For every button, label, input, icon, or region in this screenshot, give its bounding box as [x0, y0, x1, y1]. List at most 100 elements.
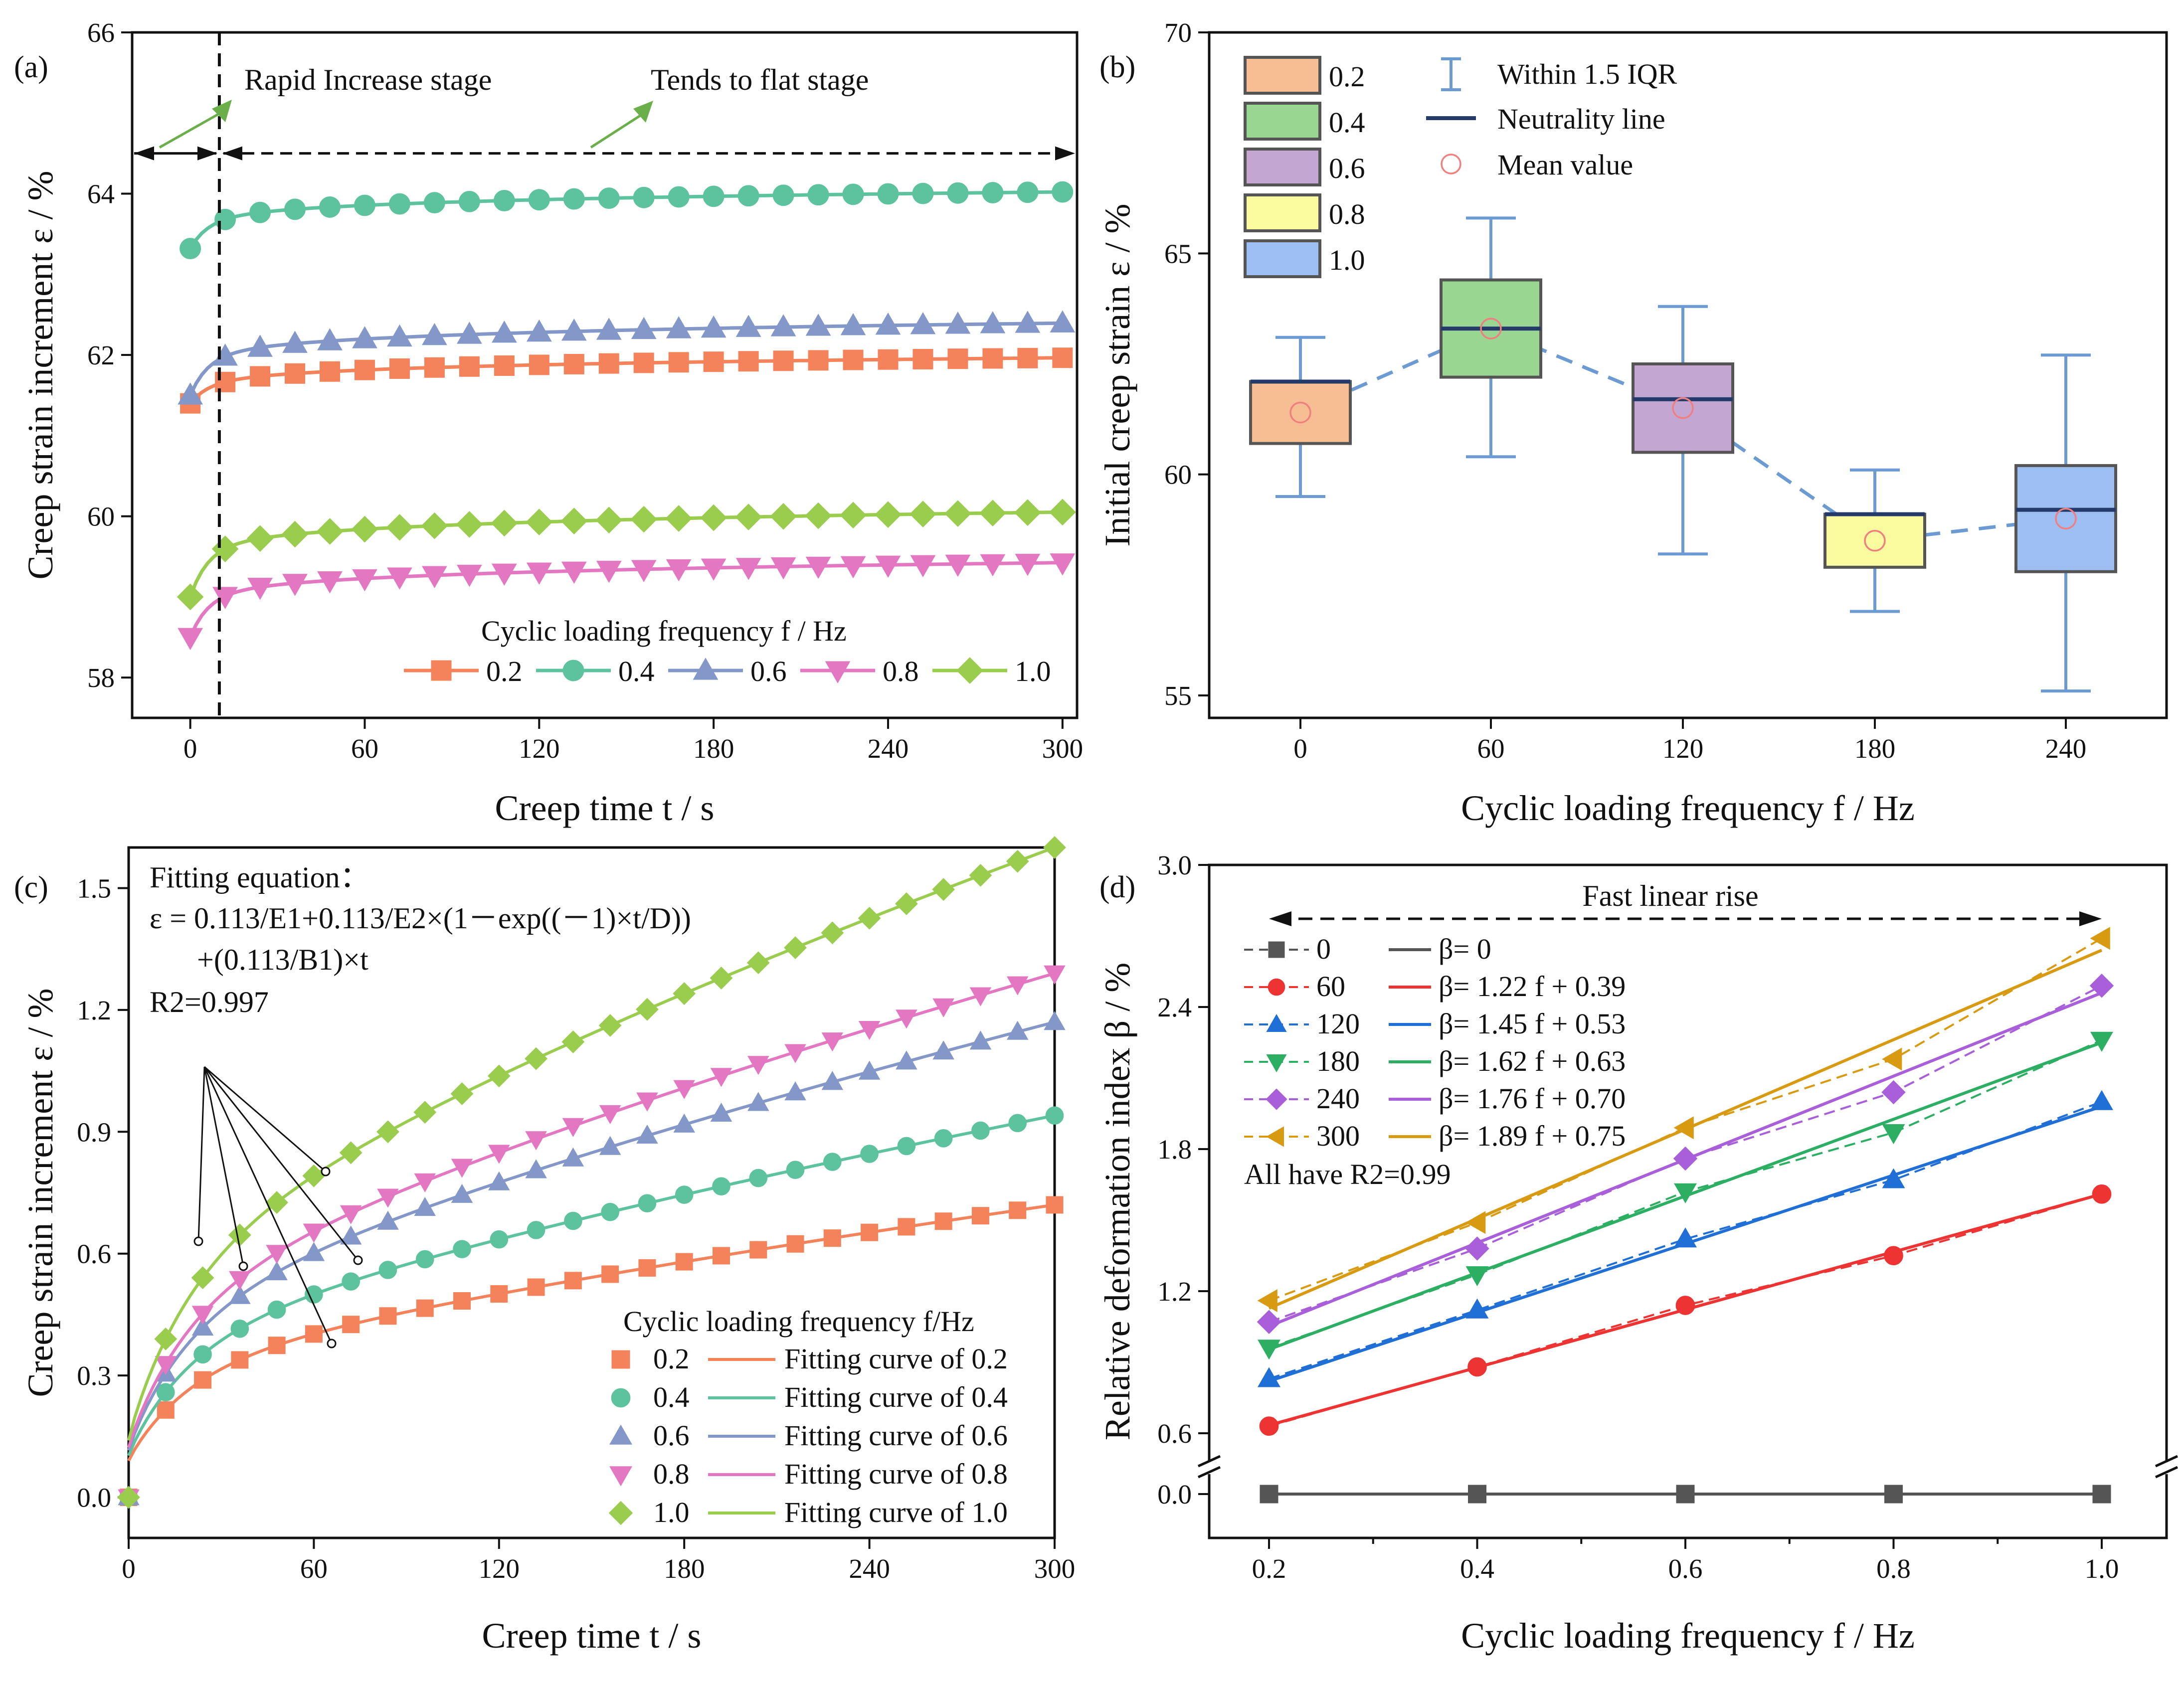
- data-point-0.8: [247, 578, 273, 600]
- panel-label-a: (a): [14, 50, 48, 84]
- data-point-0.4: [527, 1221, 546, 1239]
- legend-fit-label: Fitting curve of 0.8: [784, 1458, 1008, 1490]
- legend-label: 0.6: [1329, 152, 1365, 184]
- r-squared-note: All have R2=0.99: [1244, 1158, 1451, 1190]
- legend-label: 0.8: [883, 655, 919, 687]
- data-point-0.4: [156, 1383, 175, 1401]
- data-point-0.2: [786, 1235, 804, 1253]
- data-point-0.8: [191, 1306, 214, 1325]
- y-tick-label: 0.0: [77, 1483, 111, 1513]
- data-point-1.0: [910, 501, 936, 527]
- x-tick-label: 0: [1293, 733, 1307, 764]
- data-point-0: [1260, 1485, 1278, 1504]
- box-0.6: [1632, 362, 1734, 454]
- data-point-0.4: [633, 186, 655, 208]
- y-tick-label: 0.6: [1157, 1418, 1192, 1449]
- data-point-1.0: [421, 512, 448, 539]
- legend-label: 60: [1316, 970, 1345, 1003]
- panel-c: 0 60 120 180 240 300 0.0 0.3 0.6 0.9 1.2 1.5 (c) Cree…: [14, 836, 1075, 1656]
- data-point-0: [1884, 1485, 1903, 1504]
- data-point-1.0: [673, 982, 696, 1005]
- data-point-0.6: [303, 1242, 325, 1261]
- equation-title: Fitting equation：: [150, 861, 370, 894]
- data-point-0.8: [1006, 976, 1029, 996]
- data-point-0.6: [352, 326, 377, 348]
- data-point-0.8: [747, 1056, 769, 1075]
- plot-frame: [1208, 31, 2168, 719]
- data-point-0.2: [285, 363, 306, 384]
- data-point-0.8: [488, 1145, 510, 1164]
- y-tick-label: 58: [87, 663, 115, 693]
- annotation-pointer: [159, 111, 223, 149]
- data-point-120: [2090, 1090, 2113, 1110]
- data-point-0.8: [631, 560, 657, 582]
- data-point-0.4: [598, 187, 620, 209]
- data-point-0.8: [178, 628, 203, 651]
- data-point-60: [1259, 1416, 1279, 1436]
- pointer-line: [203, 1066, 333, 1344]
- data-point-0.2: [527, 1278, 545, 1296]
- data-point-0.2: [453, 1292, 471, 1310]
- data-point-0.6: [456, 322, 482, 344]
- data-point-0.8: [155, 1356, 177, 1375]
- data-point-1.0: [376, 1120, 399, 1144]
- data-line-120: [1269, 1101, 2102, 1380]
- data-point-120: [1882, 1168, 1905, 1188]
- data-point-1.0: [339, 1141, 363, 1165]
- data-point-300: [1465, 1211, 1486, 1234]
- data-point-0.2: [459, 356, 480, 377]
- x-axis-label: Creep time t / s: [482, 1616, 702, 1656]
- legend-marker-300: [1266, 1126, 1284, 1147]
- data-point-0.2: [843, 349, 864, 370]
- x-tick-label: 240: [2045, 733, 2087, 764]
- data-point-1.0: [598, 1014, 622, 1037]
- pointer-line: [203, 1066, 244, 1267]
- data-point-0.2: [250, 366, 271, 387]
- y-axis-label: Creep strain increment ε / %: [20, 171, 60, 580]
- data-point-1.0: [944, 500, 971, 527]
- data-point-0.6: [282, 331, 308, 353]
- y-tick-label: 1.5: [77, 873, 111, 903]
- data-point-0.8: [414, 1173, 436, 1192]
- x-tick-label: 120: [479, 1553, 520, 1584]
- legend-label: 1.0: [1329, 244, 1365, 276]
- legend-label: 240: [1316, 1082, 1360, 1115]
- data-point-0.8: [969, 987, 992, 1007]
- data-point-0.6: [488, 1171, 510, 1190]
- data-point-0.2: [1052, 347, 1073, 368]
- data-point-0.4: [712, 1177, 730, 1195]
- data-point-0.2: [268, 1337, 286, 1354]
- data-point-0.6: [805, 314, 831, 336]
- y-tick-label: 70: [1164, 17, 1192, 48]
- pointer-line: [197, 1066, 205, 1242]
- data-point-0.6: [562, 1147, 584, 1167]
- data-point-0.8: [858, 1021, 881, 1040]
- data-point-0.6: [178, 382, 203, 405]
- data-point-60: [1884, 1246, 1903, 1266]
- data-point-0.6: [1044, 1011, 1066, 1030]
- data-point-1.0: [858, 906, 881, 930]
- data-point-0.6: [673, 1113, 695, 1133]
- legend-fit-label: β= 1.76 f + 0.70: [1439, 1082, 1626, 1115]
- x-axis-label: Cyclic loading frequency f / Hz: [1461, 788, 1915, 828]
- data-point-0.6: [414, 1196, 436, 1216]
- data-point-1.0: [784, 936, 807, 959]
- legend-label: 0.6: [750, 655, 787, 687]
- data-point-0.6: [1050, 310, 1076, 333]
- legend-marker-0.8: [609, 1466, 632, 1487]
- panel-label-b: (b): [1099, 50, 1135, 84]
- legend-mean-label: Mean value: [1497, 149, 1633, 181]
- arrow-head: [2079, 911, 2102, 926]
- x-tick-label: 0.4: [1460, 1553, 1494, 1584]
- data-point-0: [1676, 1485, 1695, 1504]
- data-point-0.8: [1015, 553, 1041, 576]
- data-point-1.0: [246, 525, 274, 552]
- data-point-0.6: [875, 312, 901, 335]
- annotation-pointer-head: [633, 101, 653, 123]
- data-point-1.0: [630, 505, 658, 533]
- data-point-1.0: [665, 505, 693, 532]
- data-point-0.8: [896, 1010, 917, 1029]
- panel-label-c: (c): [14, 870, 48, 904]
- data-point-0.2: [319, 361, 340, 382]
- data-point-1.0: [932, 878, 955, 901]
